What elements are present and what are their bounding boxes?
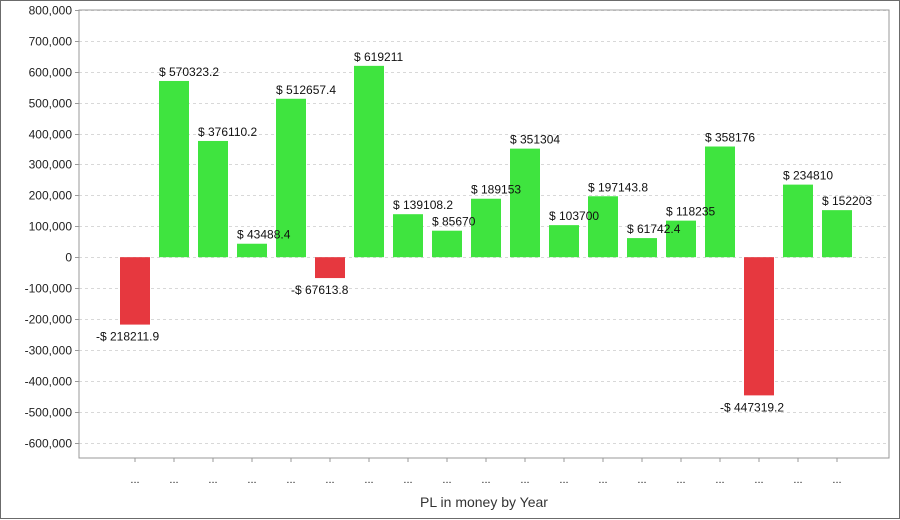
- x-category-label: ...: [520, 474, 529, 486]
- axis-layer: 800,000 700,000 600,000 500,000 400,000 300,0…: [25, 4, 890, 486]
- x-category-label: ...: [403, 474, 412, 486]
- bar-layer: [120, 65, 852, 396]
- x-category-label: ...: [598, 474, 607, 486]
- y-tick-label: -100,000: [25, 282, 73, 296]
- y-tick-label: -300,000: [25, 344, 73, 358]
- bar-value-label: $ 152203: [822, 194, 872, 208]
- bar-value-label: $ 61742.4: [627, 222, 681, 236]
- x-category-label: ...: [442, 474, 451, 486]
- bar-value-label: $ 376110.2: [198, 125, 257, 139]
- x-category-label: ...: [364, 474, 373, 486]
- y-tick-label: 0: [65, 251, 72, 265]
- x-category-label: ...: [793, 474, 802, 486]
- x-axis-title: PL in money by Year: [420, 494, 548, 510]
- bar-value-label: $ 85670: [432, 215, 476, 229]
- positive-bar: [705, 146, 735, 258]
- x-category-label: ...: [325, 474, 334, 486]
- positive-bar: [549, 225, 579, 258]
- positive-bar: [198, 140, 228, 258]
- bar-value-label: $ 619211: [354, 50, 403, 64]
- negative-bar: [744, 257, 774, 396]
- x-category-label: ...: [130, 474, 139, 486]
- bar-value-label: $ 103700: [549, 209, 599, 223]
- y-tick-label: -500,000: [25, 406, 73, 420]
- x-category-label: ...: [715, 474, 724, 486]
- y-tick-label: 700,000: [29, 35, 73, 49]
- x-category-label: ...: [637, 474, 646, 486]
- negative-bar: [315, 257, 345, 279]
- label-layer: -$ 218211.9 $ 570323.2 $ 376110.2 $ 43488.4…: [96, 50, 872, 415]
- x-category-label: ...: [832, 474, 841, 486]
- positive-bar: [783, 184, 813, 258]
- y-tick-label: -600,000: [25, 437, 73, 451]
- x-category-label: ...: [754, 474, 763, 486]
- x-category-label: ...: [676, 474, 685, 486]
- positive-bar: [237, 243, 267, 258]
- x-category-label: ...: [559, 474, 568, 486]
- bar-value-label: $ 234810: [783, 169, 833, 183]
- y-tick-label: 600,000: [29, 66, 73, 80]
- positive-bar: [393, 214, 423, 258]
- y-tick-label: -200,000: [25, 313, 73, 327]
- y-tick-label: 100,000: [29, 220, 73, 234]
- positive-bar: [627, 238, 657, 258]
- bar-value-label: $ 189153: [471, 183, 521, 197]
- y-tick-label: 300,000: [29, 158, 73, 172]
- x-category-label: ...: [208, 474, 217, 486]
- y-tick-label: -400,000: [25, 375, 73, 389]
- x-category-label: ...: [169, 474, 178, 486]
- y-tick-label: 800,000: [29, 4, 73, 18]
- y-tick-label: 400,000: [29, 128, 73, 142]
- negative-bar: [120, 257, 150, 325]
- bar-value-label: -$ 218211.9: [96, 330, 159, 344]
- positive-bar: [432, 230, 462, 258]
- y-tick-label: 500,000: [29, 97, 73, 111]
- y-tick-label: 200,000: [29, 189, 73, 203]
- bar-value-label: $ 512657.4: [276, 83, 336, 97]
- positive-bar: [159, 80, 189, 258]
- positive-bar: [471, 198, 501, 258]
- plot-area-border: [78, 9, 890, 459]
- bar-value-label: $ 351304: [510, 133, 560, 147]
- positive-bar: [588, 196, 618, 258]
- bar-value-label: $ 118235: [666, 205, 715, 219]
- bar-value-label: $ 358176: [705, 131, 755, 145]
- positive-bar: [666, 220, 696, 258]
- positive-bar: [510, 148, 540, 258]
- bar-value-label: $ 197143.8: [588, 180, 648, 194]
- positive-bar: [276, 98, 306, 258]
- positive-bar: [354, 65, 384, 258]
- bar-value-label: $ 43488.4: [237, 228, 291, 242]
- x-category-label: ...: [481, 474, 490, 486]
- bar-value-label: -$ 67613.8: [291, 283, 349, 297]
- bar-value-label: -$ 447319.2: [720, 400, 784, 414]
- x-category-label: ...: [286, 474, 295, 486]
- positive-bar: [822, 210, 852, 258]
- bar-value-label: $ 139108.2: [393, 198, 453, 212]
- x-category-label: ...: [247, 474, 256, 486]
- bar-value-label: $ 570323.2: [159, 65, 219, 79]
